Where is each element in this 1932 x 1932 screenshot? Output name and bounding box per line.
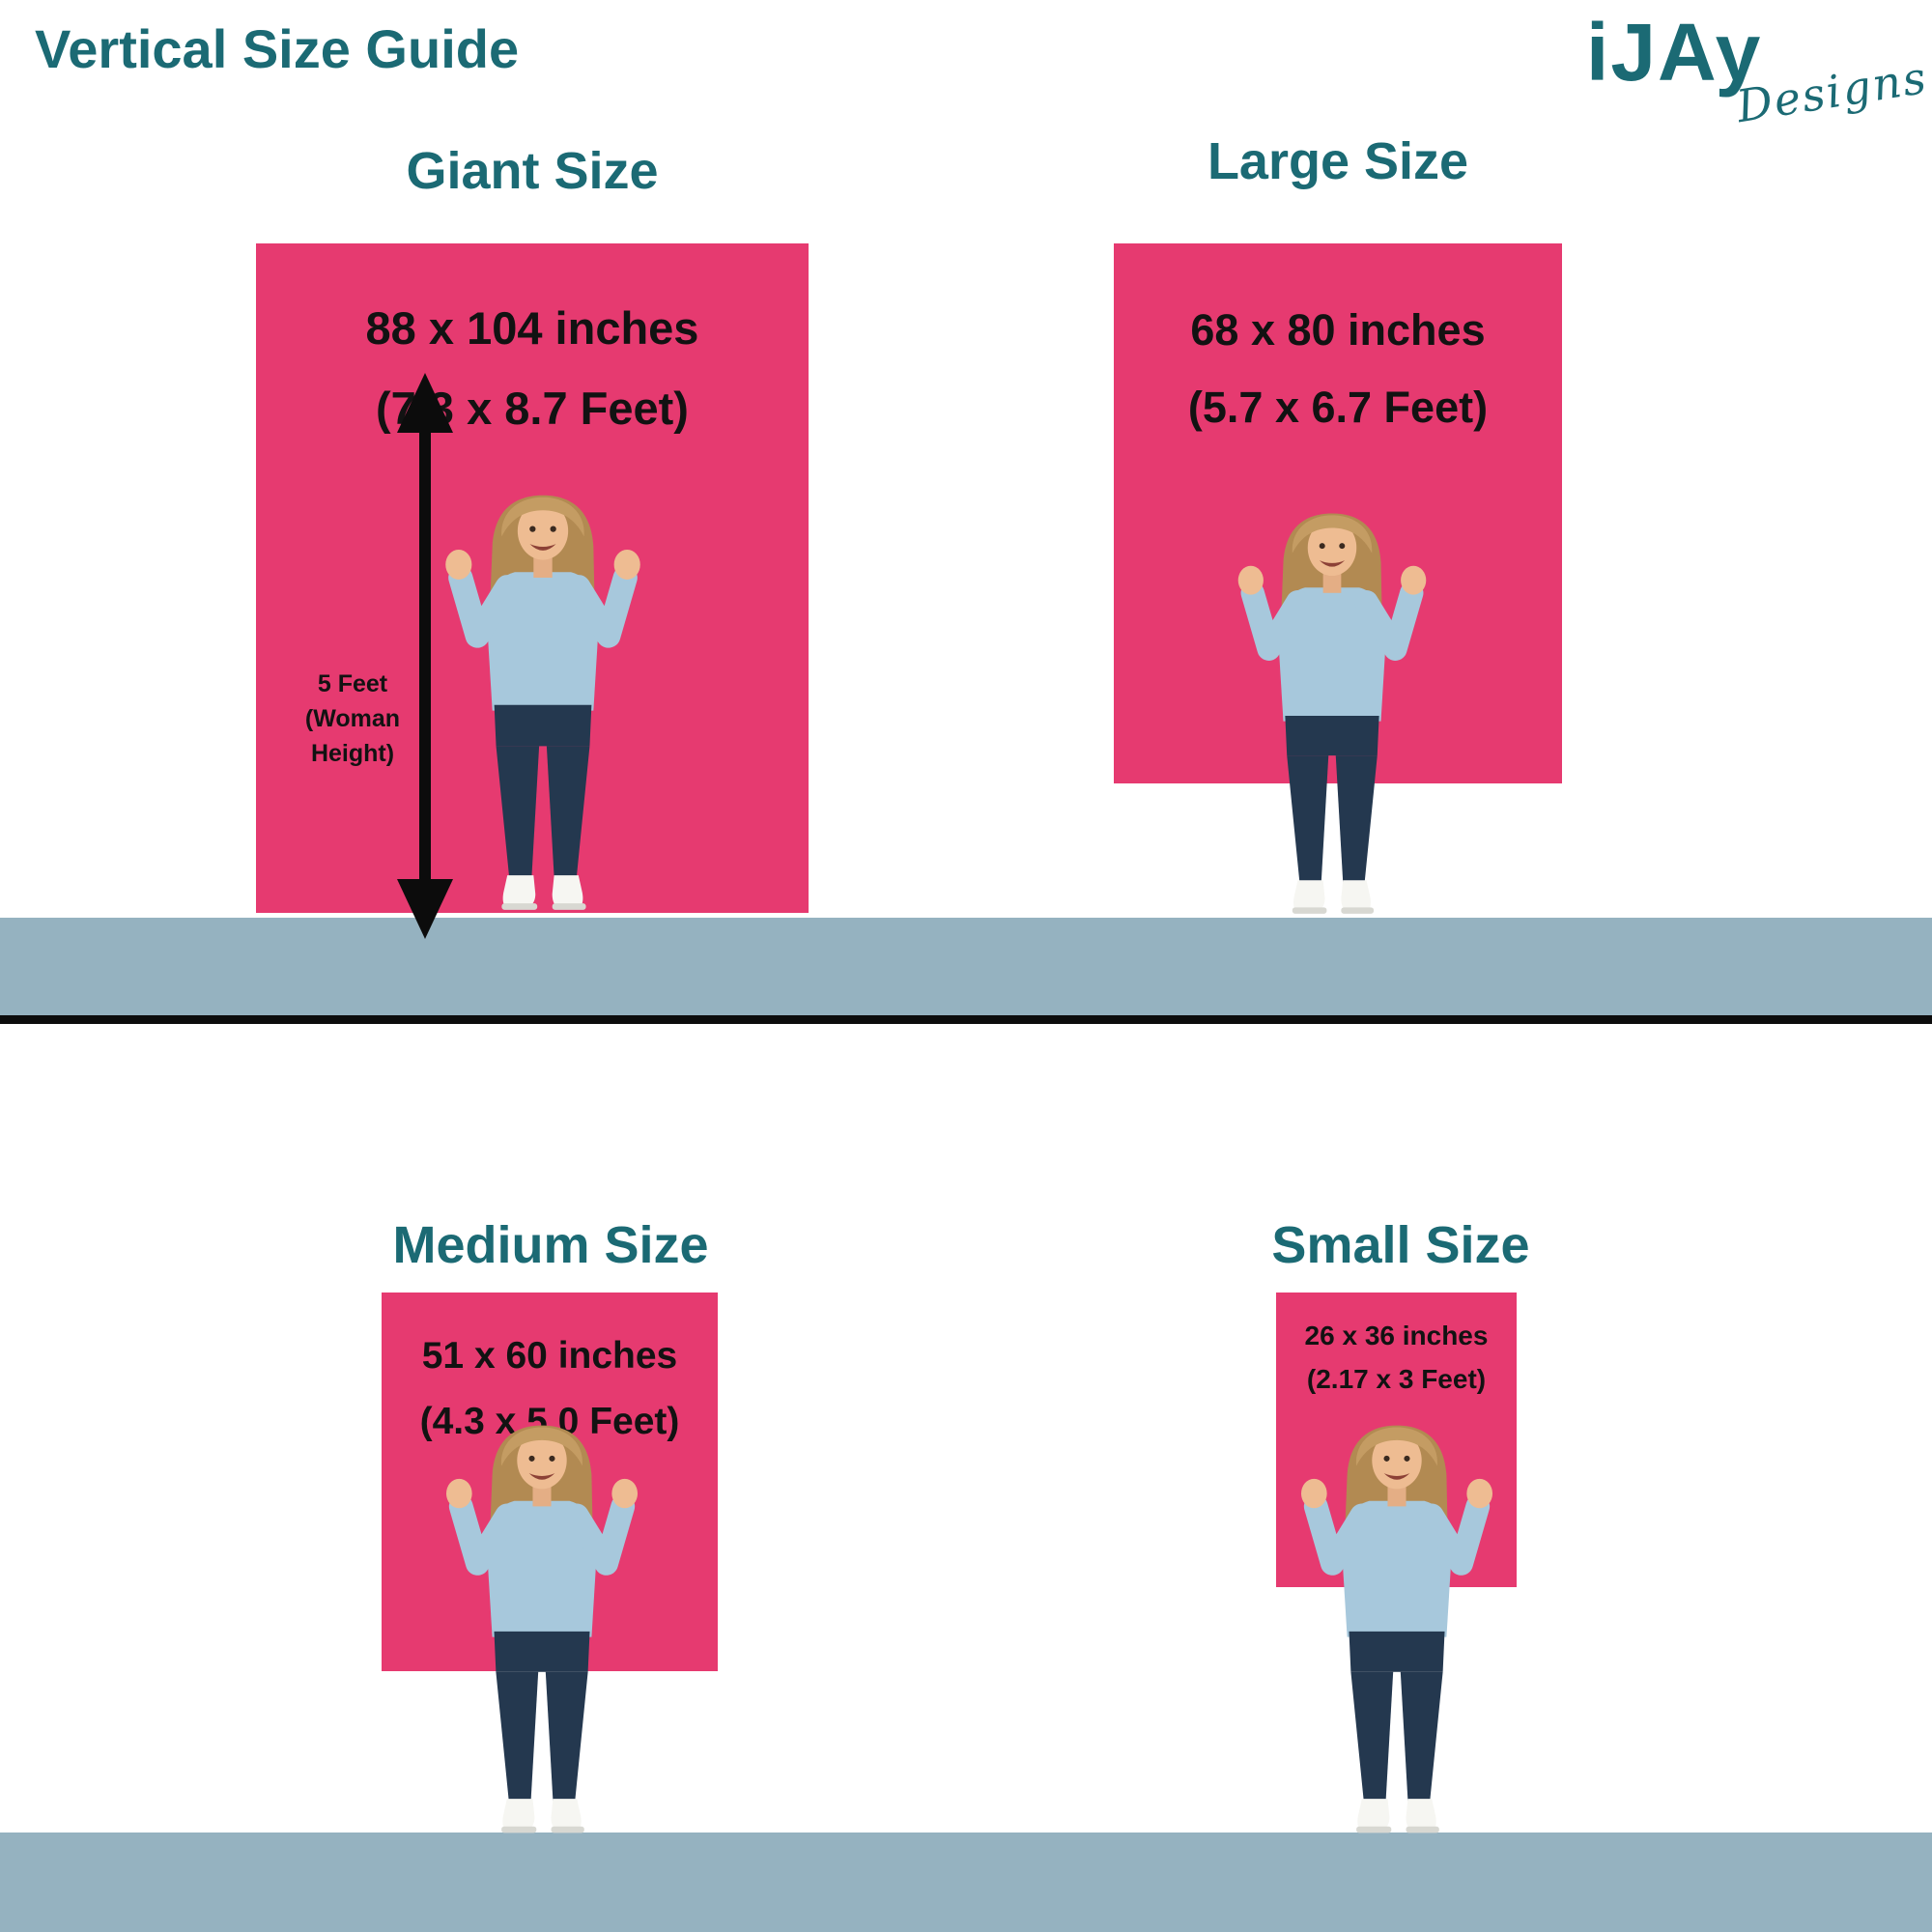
giant-inches-label: 88 x 104 inches (365, 302, 699, 354)
small-feet-label: (2.17 x 3 Feet) (1306, 1364, 1487, 1394)
page-title: Vertical Size Guide (35, 18, 520, 79)
height-label-line2: (Woman (304, 705, 401, 732)
small-inches-label: 26 x 36 inches (1304, 1321, 1489, 1350)
giant-feet-label: (7.3 x 8.7 Feet) (376, 383, 689, 434)
double-arrow-icon (397, 373, 453, 939)
large-size-rect: 68 x 80 inches (5.7 x 6.7 Feet) (1114, 243, 1562, 783)
brand-logo: iJAy Designs (1480, 6, 1931, 151)
woman-figure (1292, 1418, 1502, 1860)
large-inches-label: 68 x 80 inches (1190, 305, 1486, 355)
woman-figure (437, 1418, 647, 1860)
logo-script: Designs (1733, 50, 1932, 133)
height-label-line1: 5 Feet (317, 670, 388, 697)
divider-line (0, 1015, 1932, 1024)
small-size-header: Small Size (1271, 1216, 1530, 1274)
medium-size-dimensions: 51 x 60 inches (4.3 x 5.0 Feet) (382, 1323, 718, 1455)
large-size-dimensions: 68 x 80 inches (5.7 x 6.7 Feet) (1114, 292, 1562, 446)
height-label-line3: Height) (310, 740, 395, 767)
giant-size-header: Giant Size (406, 142, 659, 200)
medium-inches-label: 51 x 60 inches (421, 1335, 678, 1377)
large-size-header: Large Size (1207, 132, 1469, 190)
small-size-dimensions: 26 x 36 inches (2.17 x 3 Feet) (1276, 1314, 1517, 1401)
large-feet-label: (5.7 x 6.7 Feet) (1187, 383, 1489, 432)
giant-size-dimensions: 88 x 104 inches (7.3 x 8.7 Feet) (256, 288, 809, 448)
woman-figure (1229, 506, 1435, 940)
medium-size-header: Medium Size (392, 1216, 709, 1274)
logo-wordmark: iJAy (1586, 7, 1763, 98)
floor-band-top (0, 918, 1932, 1015)
woman-height-label: 5 Feet (Woman Height) (290, 667, 415, 771)
floor-band-bottom (0, 1833, 1932, 1932)
